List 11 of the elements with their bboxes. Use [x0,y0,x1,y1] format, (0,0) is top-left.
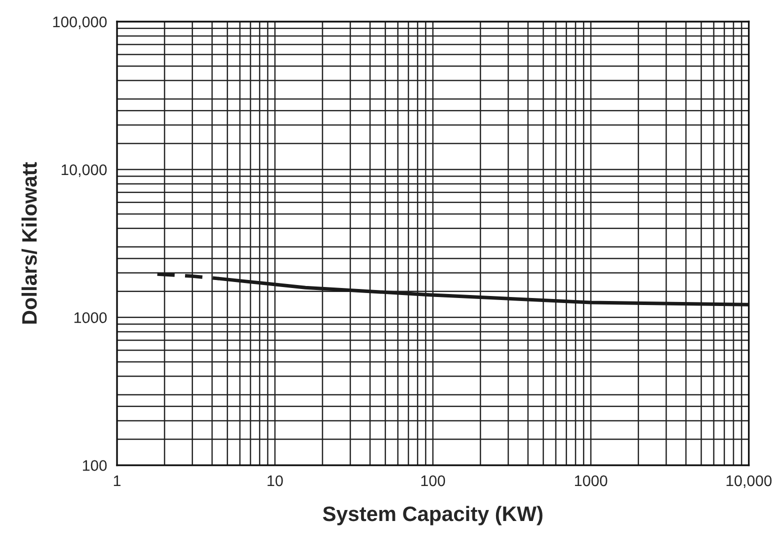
y-axis-title: Dollars/ Kilowatt [22,162,38,324]
y-tick-label: 100 [82,460,107,471]
x-tick-label: 10 [268,475,283,486]
y-tick-label: 100,000 [53,16,107,30]
x-tick-label: 10,000 [726,475,772,488]
y-tick-label: 10,000 [62,164,107,178]
x-tick-label: 1000 [575,475,608,486]
y-tick-label: 1000 [74,312,107,324]
x-tick-label: 1 [114,476,121,486]
x-axis-title: System Capacity (KW) [322,506,542,526]
x-tick-label: 100 [421,475,446,486]
